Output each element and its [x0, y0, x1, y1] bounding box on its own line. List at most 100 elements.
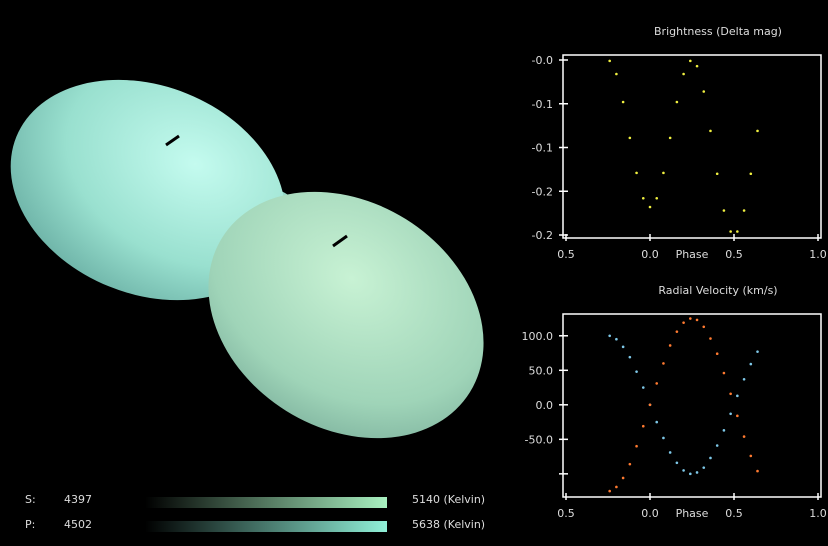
data-point [675, 330, 679, 333]
data-point [655, 420, 659, 424]
data-point [641, 424, 645, 428]
data-point [641, 386, 645, 389]
temp-max: 5638 (Kelvin) [412, 518, 486, 531]
x-axis-label: Phase [676, 248, 709, 261]
secondary-star [10, 79, 286, 301]
data-point [655, 382, 659, 385]
data-point [749, 362, 753, 366]
data-point [682, 72, 685, 76]
data-point [621, 345, 625, 349]
x-tick-label: 0.5 [557, 507, 575, 520]
data-point [756, 350, 759, 353]
data-point [709, 337, 712, 340]
data-point [742, 377, 746, 381]
x-tick-label: 0.0 [641, 248, 659, 261]
x-tick-label: 1.0 [809, 507, 827, 520]
secondary-marker [165, 134, 180, 147]
y-tick-label: 0.0 [536, 399, 554, 412]
data-point [736, 414, 739, 418]
brightness-plot: 0.5 0.0 0.5 1.0 Phase -0.0 -0.1 -0.1 -0.2 -0.2 [532, 54, 827, 261]
y-tick-label: -0.2 [532, 229, 553, 242]
rv-title: Radial Velocity (km/s) [658, 284, 777, 297]
data-point [756, 469, 759, 473]
data-point [608, 489, 611, 493]
data-point [729, 392, 732, 396]
brightness-title: Brightness (Delta mag) [654, 25, 782, 38]
data-point [702, 466, 706, 469]
data-point [715, 444, 719, 447]
y-tick-label: -0.1 [532, 98, 553, 111]
x-tick-label: 0.5 [725, 507, 743, 520]
data-point [736, 230, 739, 233]
data-point [689, 317, 692, 320]
y-tick-label: -0.0 [532, 54, 553, 67]
data-point [729, 230, 732, 233]
x-tick-label: 0.5 [725, 248, 743, 261]
series-1 [608, 317, 759, 493]
temp-max: 5140 (Kelvin) [412, 493, 486, 506]
series-0 [608, 334, 759, 476]
data-point [648, 205, 652, 209]
data-point [695, 64, 699, 68]
data-point [621, 100, 625, 104]
data-point [756, 129, 759, 133]
data-point [742, 209, 746, 212]
data-point [689, 472, 692, 476]
temp-min: 4397 [64, 493, 92, 506]
data-point [648, 403, 652, 407]
data-point [635, 444, 638, 448]
data-point [702, 90, 706, 93]
star-label: P: [25, 518, 36, 531]
data-point [668, 136, 672, 140]
data-point [615, 337, 618, 341]
x-axis-label: Phase [676, 507, 709, 520]
data-point [675, 461, 679, 465]
y-tick-label: -0.1 [532, 142, 553, 155]
data-point [742, 435, 746, 438]
temperature-gradient-bar [145, 497, 387, 508]
data-point [749, 172, 753, 176]
temperature-gradient-bar [145, 521, 387, 532]
data-point [695, 318, 699, 322]
data-point [715, 172, 719, 176]
y-tick-label: -0.2 [532, 185, 553, 198]
y-tick-label: 50.0 [529, 364, 554, 377]
data-point [635, 370, 638, 373]
data-point [682, 469, 685, 472]
data-point [635, 171, 638, 175]
data-point [628, 355, 632, 359]
y-tick-label: -50.0 [525, 433, 553, 446]
data-point [702, 325, 706, 329]
x-tick-label: 0.5 [557, 248, 575, 261]
plot-frame [562, 313, 822, 498]
data-point [621, 476, 625, 480]
data-point [695, 471, 699, 474]
binary-star-view[interactable] [0, 0, 510, 480]
data-point [722, 209, 726, 212]
x-tick-label: 1.0 [809, 248, 827, 261]
data-point [722, 371, 726, 375]
data-point [668, 451, 672, 454]
data-point [608, 334, 611, 338]
x-tick-label: 0.0 [641, 507, 659, 520]
radial-velocity-plot: 0.5 0.0 0.5 1.0 Phase 100.0 50.0 0.0 -50.0 [522, 313, 827, 520]
data-point [675, 100, 679, 104]
data-point [709, 456, 712, 460]
data-point [736, 394, 739, 398]
data-point [682, 321, 685, 324]
data-point [729, 412, 732, 416]
data-point [662, 436, 665, 440]
data-point [689, 59, 692, 63]
primary-star [208, 191, 484, 439]
data-point [662, 171, 665, 175]
data-point [615, 485, 618, 489]
y-tick-label: 100.0 [522, 330, 554, 343]
data-point [615, 72, 618, 76]
primary-marker [332, 234, 348, 248]
data-point [628, 462, 632, 466]
data-point [648, 403, 652, 407]
temp-min: 4502 [64, 518, 92, 531]
data-point [641, 196, 645, 200]
data-point [655, 196, 659, 200]
data-point [662, 362, 665, 365]
